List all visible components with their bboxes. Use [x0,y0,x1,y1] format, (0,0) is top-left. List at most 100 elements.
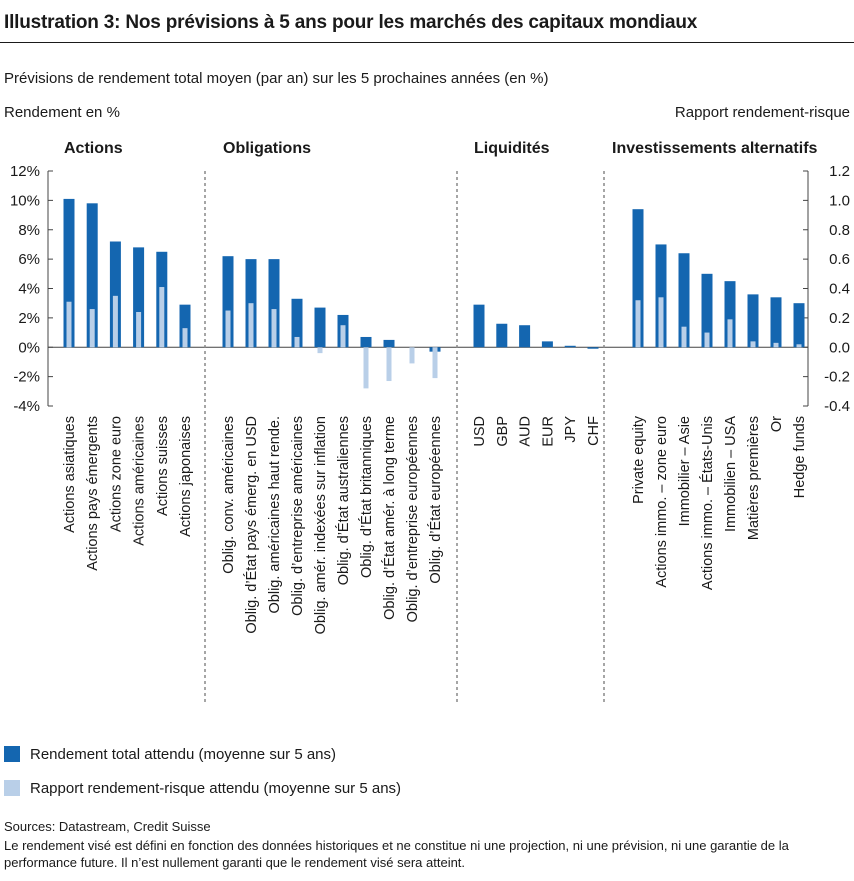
left-tick-label: 6% [18,251,40,268]
right-tick-label: -0.4 [824,398,850,415]
sources-note: Sources: Datastream, Credit Suisse [4,819,211,834]
chart-area: 12% 10% 8% 6% 4% 2% 0% -2% -4% 1.2 1.0 0.8 0.6 0.4 0.2… [10,140,850,703]
bar-total [383,339,395,348]
bar-ratio [635,300,641,348]
bar-total [360,336,372,348]
bar-total [496,323,508,348]
bar-total [724,281,736,348]
bar-total [63,198,75,348]
bar-ratio [340,325,346,348]
chart-subtitle: Prévisions de rendement total moyen (par… [4,70,549,87]
category-label: Oblig. d’entreprise américaines [290,416,306,616]
legend-item-total: Rendement total attendu (moyenne sur 5 a… [4,744,336,764]
left-tick-label: 2% [18,310,40,327]
category-label: Actions suisses [155,416,171,516]
bar-total [793,303,805,348]
bar-total [291,298,303,348]
legend-item-ratio: Rapport rendement-risque attendu (moyenn… [4,778,401,798]
bar-ratio [159,287,165,348]
legend-swatch-total [4,746,20,762]
category-label: Oblig. d’État amér. à long terme [381,416,398,620]
bar-ratio [363,347,369,389]
bar-ratio [271,309,277,348]
category-label: GBP [495,416,511,447]
category-label: Private equity [631,415,647,504]
right-tick-label: 0.2 [829,310,850,327]
category-label: Actions zone euro [108,416,124,532]
left-tick-label: 0% [18,339,40,356]
category-label: Oblig. d’entreprise européennes [405,416,421,622]
right-tick-label: 0.6 [829,251,850,268]
bar-total [632,209,644,348]
group-header: Actions [64,140,123,157]
bar-total [747,294,759,348]
category-label: Actions immo. – États-Unis [699,416,716,590]
bar-total [587,347,599,349]
chart-title: Illustration 3: Nos prévisions à 5 ans p… [4,12,698,33]
bar-total [678,253,690,348]
category-label: USD [472,416,488,447]
bar-total [473,304,485,348]
bar-ratio [294,336,300,348]
title-divider [0,42,854,43]
bar-ratio [66,301,72,348]
bar-total [133,247,145,348]
bar-ratio [182,328,188,348]
bar-ratio [248,303,254,348]
bar-total [179,304,191,348]
bar-total [564,345,576,348]
bar-total [519,325,531,348]
group-header: Investissements alternatifs [612,140,818,157]
left-tick-label: 4% [18,281,40,298]
right-tick-label: 1.2 [829,163,850,180]
legend-label-total: Rendement total attendu (moyenne sur 5 a… [30,745,337,763]
category-label: Oblig. d’État australiennes [335,416,352,585]
category-label: Oblig. conv. américaines [221,416,237,574]
category-label: Oblig. américaines haut rende. [267,416,283,613]
category-label: Actions immo. – zone euro [654,416,670,588]
bar-ratio [704,332,710,348]
bar-total [109,241,121,348]
bar-ratio [796,344,802,348]
bar-total [314,307,326,348]
bar-ratio [432,347,438,379]
category-label: Actions japonaises [178,416,194,537]
bar-ratio [136,312,142,348]
category-label: Oblig. d’État pays émerg. en USD [243,416,260,634]
legend-label-ratio: Rapport rendement-risque attendu (moyenn… [30,779,402,797]
category-label: JPY [563,416,579,443]
group-header: Obligations [223,140,311,157]
bar-ratio [409,347,415,364]
category-label: AUD [518,416,534,447]
left-tick-label: -2% [13,369,40,386]
bar-ratio [727,319,733,348]
bar-total [655,244,667,348]
category-label: Oblig. d’État européennes [427,416,444,584]
category-label: Or [769,416,785,432]
left-axis-label: Rendement en % [4,104,120,121]
bar-ratio [658,297,664,348]
bar-total [86,203,98,348]
group-header: Liquidités [474,140,550,157]
category-label: CHF [586,416,602,446]
category-label: Actions asiatiques [62,416,78,533]
category-label: Immobilier – Asie [677,416,693,526]
left-tick-label: 10% [10,192,40,209]
bar-total [541,341,553,348]
right-axis-label: Rapport rendement-risque [674,104,850,121]
right-tick-label: -0.2 [824,369,850,386]
bar-total [268,259,280,348]
right-tick-label: 1.0 [829,192,850,209]
bar-total [770,297,782,348]
category-label: Oblig. d’État britanniques [358,416,375,578]
right-tick-label: 0.8 [829,222,850,239]
left-tick-label: 12% [10,163,40,180]
legend-swatch-ratio [4,780,20,796]
left-tick-label: -4% [13,398,40,415]
category-label: Matières premières [746,416,762,540]
left-tick-label: 8% [18,222,40,239]
right-tick-label: 0.0 [829,339,850,356]
bar-ratio [386,347,392,382]
bar-ratio [317,347,323,354]
bar-total [701,273,713,348]
